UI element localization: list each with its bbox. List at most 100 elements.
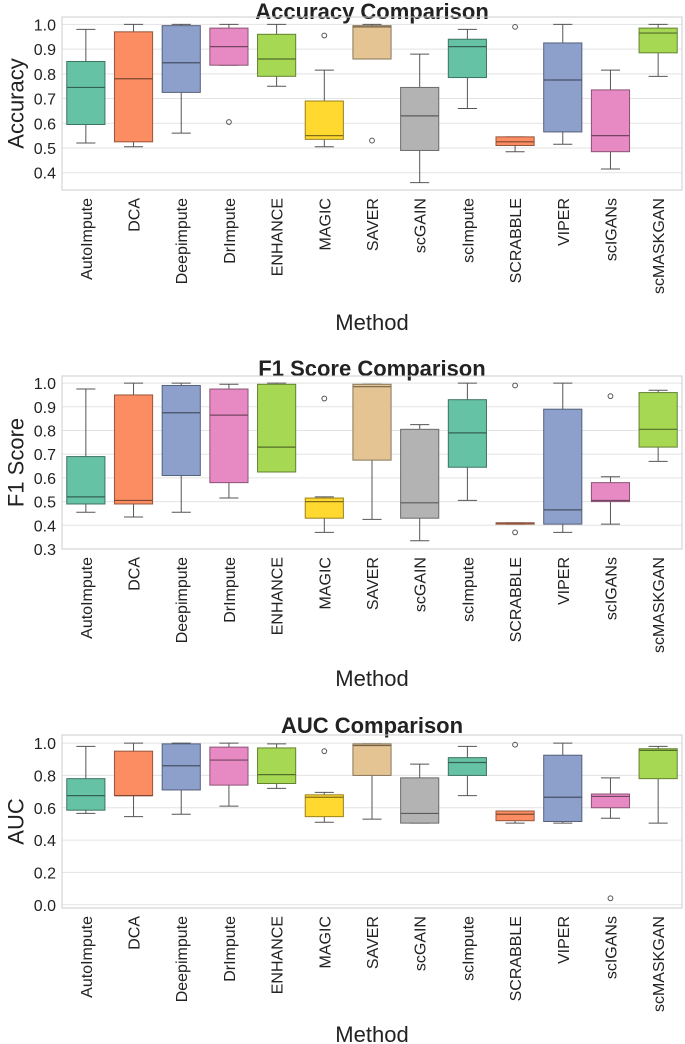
box-iqr: [304, 794, 344, 818]
box-SCRABBLE: [495, 741, 535, 824]
box-SAVER: [352, 743, 392, 820]
box-iqr: [638, 392, 678, 448]
y-tick-label: 0.6: [34, 116, 56, 133]
outlier-point: [607, 895, 614, 902]
box-iqr: [590, 89, 631, 153]
y-tick-label: 0.6: [34, 801, 56, 818]
box-scIGANs: [590, 777, 631, 902]
box-scGAIN: [400, 763, 440, 824]
x-tick-label: DCA: [127, 557, 144, 591]
x-tick-label: SCRABBLE: [508, 198, 525, 283]
box-iqr: [352, 383, 392, 461]
x-axis-label: Method: [335, 666, 408, 691]
box-AutoImpute: [66, 28, 106, 144]
y-tick-label: 0.4: [34, 518, 56, 535]
outlier-point: [512, 23, 518, 30]
box-iqr: [66, 60, 106, 126]
box-iqr: [66, 778, 106, 811]
y-tick-label: 0.9: [34, 42, 56, 59]
box-AutoImpute: [66, 388, 106, 513]
box-scIGANs: [590, 69, 631, 170]
x-tick-label: VIPER: [556, 198, 573, 246]
box-scMASKGAN: [638, 23, 678, 77]
x-tick-label: scMASKGAN: [651, 916, 668, 1012]
box-DrImpute: [209, 383, 249, 499]
box-scIGANs: [590, 393, 631, 525]
chart-title: F1 Score Comparison: [258, 356, 485, 381]
y-tick-label: 0.6: [34, 471, 56, 488]
x-tick-label: DrImpute: [222, 916, 239, 982]
panel-3: AUC Comparison 0.0 0.2 0.4 0.6 0.8 1.0 AutoImpu…: [4, 713, 683, 1044]
box-scImpute: [447, 382, 487, 501]
y-tick-label: 0.7: [34, 92, 56, 109]
x-tick-label: AutoImpute: [79, 198, 96, 280]
x-tick-label: Deepimpute: [174, 198, 191, 284]
box-AutoImpute: [66, 745, 106, 814]
y-tick-label: 0.4: [34, 166, 56, 183]
y-axis-label: F1 Score: [4, 418, 29, 507]
box-scImpute: [447, 28, 487, 109]
x-tick-label: DrImpute: [222, 198, 239, 264]
y-axis-label: AUC: [4, 798, 29, 845]
box-iqr: [495, 810, 535, 822]
x-tick-label: MAGIC: [317, 198, 334, 250]
x-tick-label: MAGIC: [317, 557, 334, 609]
box-iqr: [543, 42, 583, 133]
box-iqr: [352, 743, 392, 776]
panel-1: Accuracy Comparison 0.4 0.5 0.6 0.7 0.8 0.9 1.0…: [4, 0, 683, 335]
x-tick-label: SAVER: [365, 916, 382, 969]
x-tick-label: SAVER: [365, 198, 382, 251]
outlier-point: [321, 32, 328, 39]
box-iqr: [543, 408, 583, 525]
x-tick-label: DCA: [127, 916, 144, 950]
x-tick-label: scImpute: [460, 557, 477, 622]
x-tick-label: scIGANs: [603, 198, 620, 261]
y-tick-label: 0.8: [34, 424, 56, 441]
box-iqr: [66, 456, 106, 505]
box-DCA: [113, 742, 154, 818]
x-tick-label: SCRABBLE: [508, 557, 525, 642]
y-tick-label: 0.2: [34, 865, 56, 882]
x-tick-label: scGAIN: [413, 916, 430, 971]
box-iqr: [447, 38, 487, 79]
box-iqr: [257, 33, 297, 77]
box-iqr: [543, 754, 583, 822]
y-tick-label: 0.0: [34, 898, 56, 915]
box-iqr: [638, 27, 678, 54]
y-tick-label: 1.0: [34, 736, 56, 753]
x-tick-label: ENHANCE: [270, 557, 287, 635]
box-iqr: [590, 793, 631, 809]
box-Deepimpute: [161, 23, 201, 134]
box-ENHANCE: [257, 23, 297, 87]
box-iqr: [400, 428, 440, 519]
box-SCRABBLE: [495, 23, 535, 153]
outlier-point: [321, 395, 328, 402]
outlier-point: [512, 529, 518, 536]
plot-frame: [61, 16, 683, 191]
box-iqr: [590, 482, 631, 503]
box-SAVER: [352, 383, 392, 520]
y-tick-label: 0.5: [34, 495, 56, 512]
panel-2: F1 Score Comparison 0.3 0.4 0.5 0.6 0.7 0.8 0.9…: [4, 356, 683, 691]
x-tick-label: scGAIN: [413, 198, 430, 253]
box-iqr: [257, 383, 297, 473]
box-ENHANCE: [257, 382, 297, 473]
chart-title: Accuracy Comparison: [255, 0, 489, 24]
box-SCRABBLE: [495, 382, 535, 536]
box-iqr: [161, 384, 201, 477]
box-iqr: [400, 86, 440, 151]
box-iqr: [209, 388, 249, 484]
x-tick-label: scIGANs: [603, 916, 620, 979]
y-tick-label: 0.5: [34, 141, 56, 158]
y-tick-label: 1.0: [34, 376, 56, 393]
box-MAGIC: [304, 748, 344, 823]
x-tick-label: AutoImpute: [79, 916, 96, 998]
x-tick-label: scMASKGAN: [651, 557, 668, 653]
x-tick-label: scImpute: [460, 198, 477, 263]
y-tick-label: 0.9: [34, 400, 56, 417]
y-tick-label: 0.3: [34, 542, 56, 559]
x-tick-label: VIPER: [556, 557, 573, 605]
box-scMASKGAN: [638, 389, 678, 462]
box-DCA: [113, 382, 154, 518]
outlier-point: [512, 382, 518, 389]
